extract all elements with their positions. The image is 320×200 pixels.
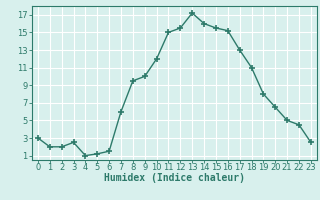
- X-axis label: Humidex (Indice chaleur): Humidex (Indice chaleur): [104, 173, 245, 183]
